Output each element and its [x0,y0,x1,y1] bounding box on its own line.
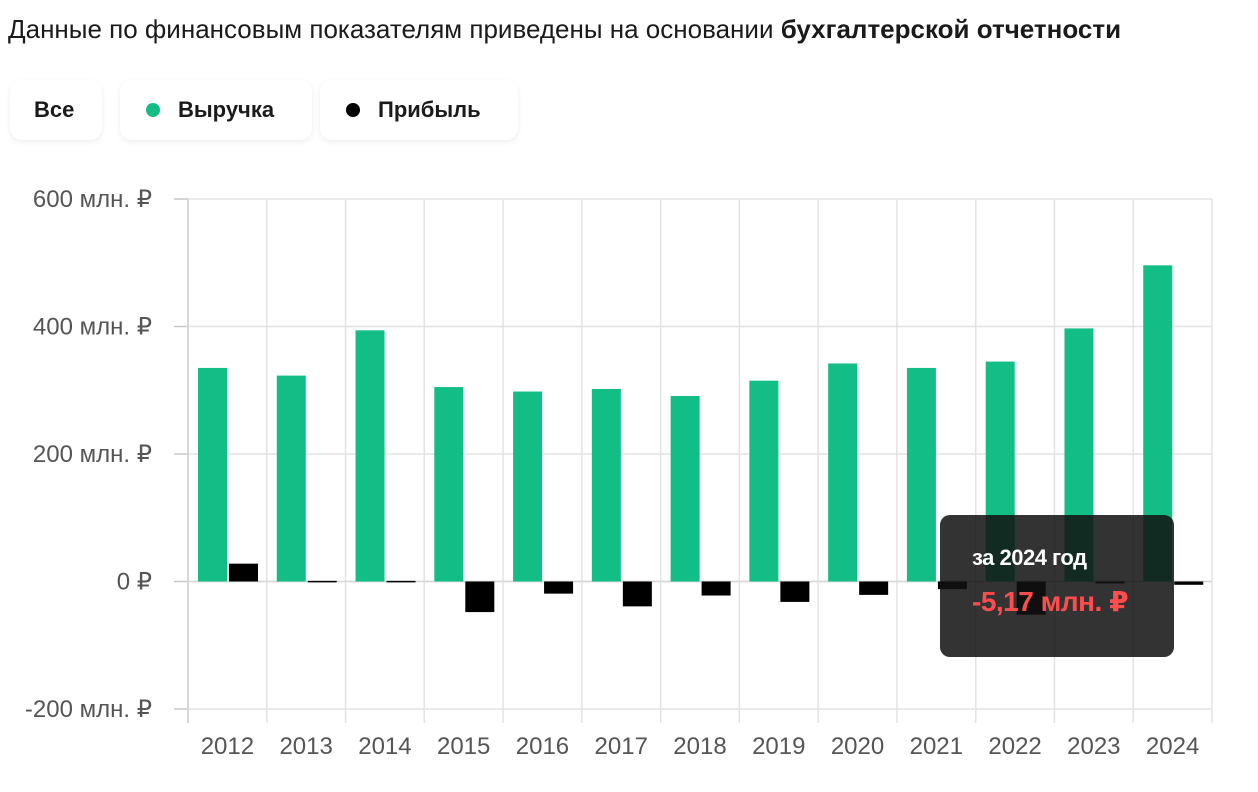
chart-header: Данные по финансовым показателям приведе… [8,12,1121,46]
x-tick-label: 2024 [1146,733,1199,760]
profit-bar [622,581,652,607]
filter-profit-button[interactable]: Прибыль [320,80,518,140]
y-tick-label: 600 млн. ₽ [33,186,152,213]
revenue-bar [670,395,700,582]
y-tick-label: 0 ₽ [117,569,152,596]
filter-all-button[interactable]: Все [10,80,102,140]
x-tick-label: 2012 [201,733,254,760]
x-tick-label: 2015 [437,733,490,760]
filter-revenue-button[interactable]: Выручка [120,80,312,140]
tooltip-value: -5,17 млн. ₽ [972,586,1129,617]
filter-revenue-label: Выручка [178,97,275,122]
profit-bar [780,581,810,602]
header-bold-text: бухгалтерской отчетности [780,14,1122,44]
revenue-bar [513,391,543,582]
x-tick-label: 2021 [910,733,963,760]
revenue-bar [828,363,858,582]
profit-bar [465,581,495,613]
profit-bar [1174,581,1204,585]
profit-bar [701,581,731,596]
profit-bar [386,580,416,583]
revenue-bar [434,387,464,582]
chart-tooltip: за 2024 год -5,17 млн. ₽ [940,515,1174,657]
revenue-dot-icon [146,103,160,117]
x-tick-label: 2020 [831,733,884,760]
profit-bar [229,563,258,582]
y-tick-label: 400 млн. ₽ [33,314,152,341]
tooltip-title: за 2024 год [972,545,1087,570]
profit-bar [859,581,889,595]
revenue-bar [591,388,621,582]
x-tick-label: 2022 [988,733,1041,760]
revenue-bar [276,375,306,582]
y-tick-label: 200 млн. ₽ [33,441,152,468]
revenue-bar [198,367,227,582]
x-tick-label: 2018 [673,733,726,760]
x-tick-label: 2013 [279,733,332,760]
x-tick-label: 2014 [358,733,411,760]
x-tick-label: 2023 [1067,733,1120,760]
header-text: Данные по финансовым показателям приведе… [8,14,781,44]
profit-bar [307,580,337,583]
x-tick-label: 2019 [752,733,805,760]
x-tick-label: 2016 [516,733,569,760]
filter-all-label: Все [34,97,75,122]
revenue-bar [906,367,936,582]
profit-dot-icon [346,103,360,117]
profit-bar [544,581,574,594]
revenue-bar [749,380,779,582]
x-tick-label: 2017 [595,733,648,760]
y-tick-label: -200 млн. ₽ [25,696,152,723]
revenue-bar [355,330,385,582]
filter-profit-label: Прибыль [378,97,481,122]
